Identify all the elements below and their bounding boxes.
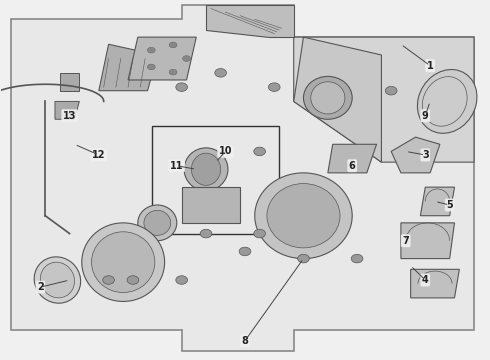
Ellipse shape xyxy=(192,153,220,185)
Circle shape xyxy=(254,229,266,238)
Ellipse shape xyxy=(311,82,345,114)
Ellipse shape xyxy=(92,232,155,293)
Text: 2: 2 xyxy=(37,282,44,292)
Circle shape xyxy=(147,64,155,70)
Text: 8: 8 xyxy=(242,336,248,346)
Polygon shape xyxy=(294,37,381,162)
Ellipse shape xyxy=(138,205,177,241)
Ellipse shape xyxy=(34,257,81,303)
Ellipse shape xyxy=(255,173,352,258)
Polygon shape xyxy=(182,187,240,223)
Text: 6: 6 xyxy=(349,161,356,171)
Text: 4: 4 xyxy=(422,275,429,285)
Polygon shape xyxy=(99,44,157,91)
Polygon shape xyxy=(328,144,376,173)
Circle shape xyxy=(200,229,212,238)
Circle shape xyxy=(169,42,177,48)
Circle shape xyxy=(297,254,309,263)
Ellipse shape xyxy=(82,223,165,301)
Circle shape xyxy=(147,47,155,53)
Circle shape xyxy=(183,56,191,62)
Text: 7: 7 xyxy=(402,236,409,246)
Ellipse shape xyxy=(267,184,340,248)
Circle shape xyxy=(169,69,177,75)
Circle shape xyxy=(127,276,139,284)
Ellipse shape xyxy=(303,76,352,119)
Circle shape xyxy=(351,254,363,263)
Circle shape xyxy=(108,79,119,88)
Circle shape xyxy=(176,276,188,284)
Text: 5: 5 xyxy=(446,200,453,210)
Polygon shape xyxy=(60,73,79,91)
Circle shape xyxy=(215,68,226,77)
Circle shape xyxy=(254,147,266,156)
Circle shape xyxy=(385,86,397,95)
Text: 1: 1 xyxy=(427,61,434,71)
Ellipse shape xyxy=(144,210,171,235)
Text: 10: 10 xyxy=(219,147,232,157)
Polygon shape xyxy=(128,37,196,80)
Text: 9: 9 xyxy=(422,111,429,121)
Circle shape xyxy=(103,276,115,284)
Polygon shape xyxy=(206,5,294,37)
Polygon shape xyxy=(55,102,79,119)
Polygon shape xyxy=(11,5,474,351)
Ellipse shape xyxy=(184,148,228,191)
Polygon shape xyxy=(401,223,455,258)
Text: 13: 13 xyxy=(63,111,76,121)
Ellipse shape xyxy=(40,262,74,298)
Ellipse shape xyxy=(417,69,477,133)
Circle shape xyxy=(269,83,280,91)
Polygon shape xyxy=(420,187,455,216)
Text: 11: 11 xyxy=(170,161,184,171)
Polygon shape xyxy=(411,269,460,298)
Polygon shape xyxy=(391,137,440,173)
Polygon shape xyxy=(294,37,474,162)
Circle shape xyxy=(239,247,251,256)
Text: 3: 3 xyxy=(422,150,429,160)
Circle shape xyxy=(176,83,188,91)
Text: 12: 12 xyxy=(92,150,105,160)
